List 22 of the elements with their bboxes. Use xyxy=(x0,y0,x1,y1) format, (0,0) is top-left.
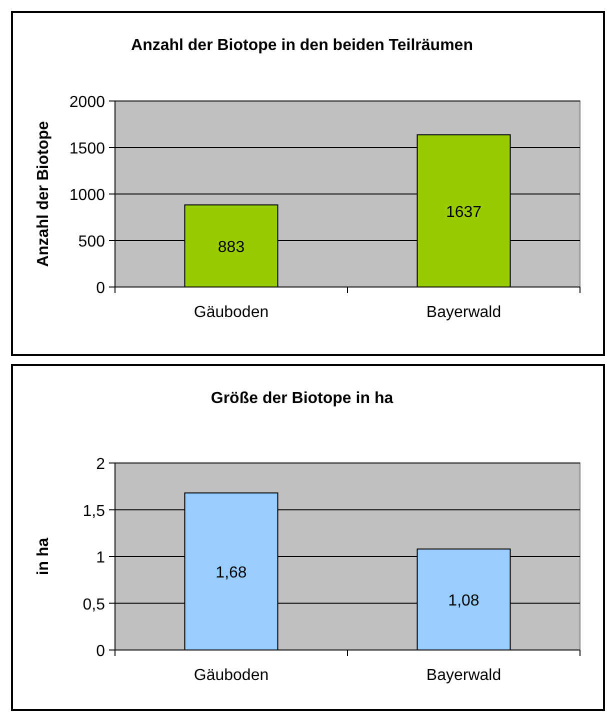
chart-title: Anzahl der Biotope in den beiden Teilräumen xyxy=(131,37,473,54)
y-tick-label: 0 xyxy=(96,280,106,297)
x-tick-label: Gäuboden xyxy=(194,304,269,321)
y-tick-label: 1,5 xyxy=(82,502,106,520)
x-tick-label: Bayerwald xyxy=(426,304,502,321)
y-tick-label: 500 xyxy=(78,234,106,250)
x-tick-label: Gäuboden xyxy=(194,667,269,684)
y-axis-title: in ha xyxy=(35,538,52,576)
y-axis-title: Anzahl der Biotope xyxy=(35,121,52,267)
data-label: 1,68 xyxy=(216,564,247,582)
data-label: 1637 xyxy=(446,204,482,221)
data-label: 883 xyxy=(218,238,245,256)
y-tick-label: 0 xyxy=(96,643,106,660)
y-tick-label: 1000 xyxy=(69,187,106,204)
chart-title: Größe der Biotope in ha xyxy=(210,390,394,407)
y-tick-label: 0,5 xyxy=(82,596,106,614)
y-tick-label: 1 xyxy=(96,550,106,566)
y-tick-label: 1500 xyxy=(69,140,106,158)
y-tick-label: 2000 xyxy=(69,94,106,111)
data-label: 1,08 xyxy=(448,592,480,610)
x-tick-label: Bayerwald xyxy=(426,667,502,684)
y-tick-label: 2 xyxy=(96,456,106,473)
